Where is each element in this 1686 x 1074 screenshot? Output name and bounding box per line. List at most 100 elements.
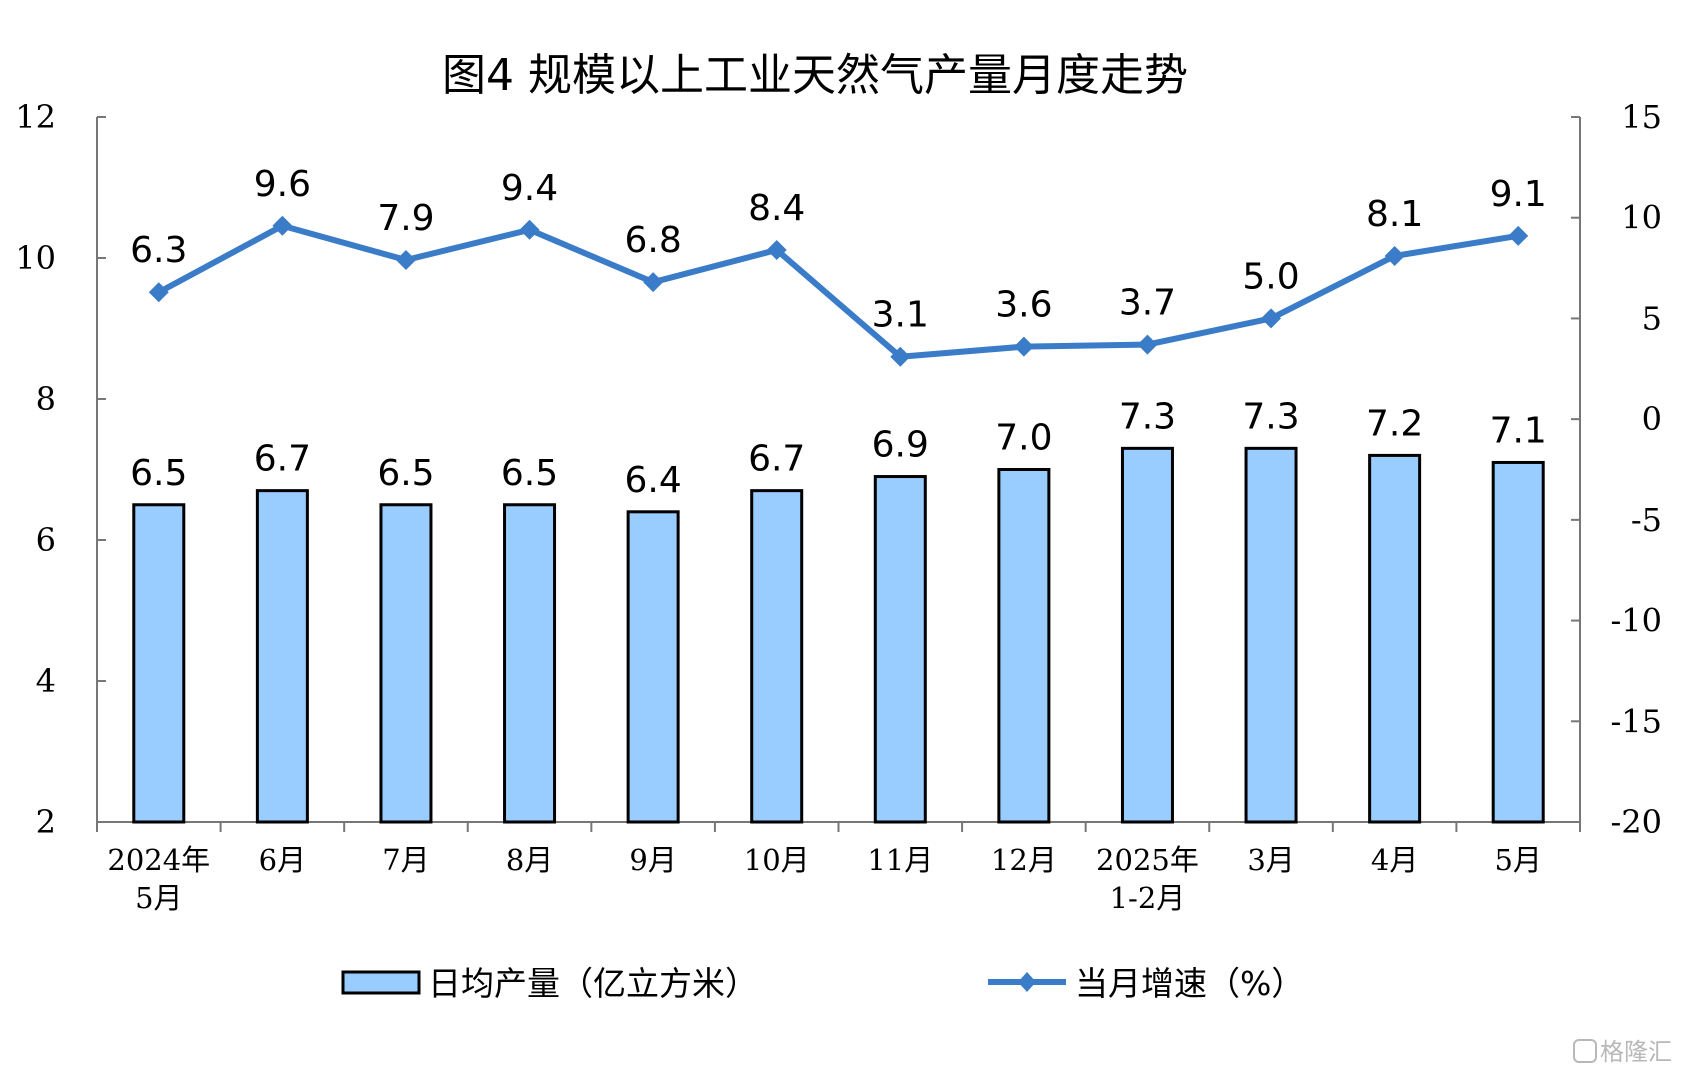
x-tick-label: 9月 [629, 843, 676, 877]
line-marker [1384, 245, 1405, 266]
line-data-label: 6.8 [624, 220, 681, 261]
x-tick-label-line: 12月 [991, 843, 1057, 877]
watermark-logo-icon [1573, 1039, 1597, 1063]
bar [1120, 446, 1174, 824]
line-data-label: 3.7 [1119, 283, 1176, 324]
line-data-label: 8.1 [1366, 194, 1423, 235]
x-tick-label: 10月 [744, 843, 810, 877]
bar [626, 510, 680, 824]
line-data-label: 6.3 [130, 230, 187, 271]
line-marker [1137, 334, 1158, 355]
bar-data-label: 6.4 [624, 460, 681, 501]
bar-data-label: 6.5 [377, 453, 434, 494]
line-marker [1261, 308, 1282, 329]
bar-data-label: 6.9 [872, 425, 929, 466]
right-tick-label: 0 [1642, 400, 1662, 438]
bar-data-label: 6.7 [254, 439, 311, 480]
x-tick-label-line: 5月 [135, 881, 182, 915]
left-axis: 2 4 6 8 10 12 [15, 98, 106, 841]
x-tick-label-line: 7月 [382, 843, 429, 877]
x-tick-label: 8月 [506, 843, 553, 877]
x-tick-label-line: 9月 [629, 843, 676, 877]
line-path [157, 222, 1519, 360]
bar-data-label: 7.2 [1366, 403, 1423, 444]
bar-data-label: 6.5 [130, 453, 187, 494]
line-marker [890, 346, 911, 367]
line-marker [1508, 225, 1529, 246]
bar-series [132, 446, 1545, 824]
bar-data-label: 6.5 [501, 453, 558, 494]
x-tick-label: 4月 [1371, 843, 1418, 877]
x-tick-label-line: 3月 [1247, 843, 1294, 877]
right-tick-label: -20 [1610, 803, 1662, 841]
bar [997, 468, 1051, 824]
line-marker [272, 215, 293, 236]
x-tick-label: 3月 [1247, 843, 1294, 877]
x-tick-label-line: 8月 [506, 843, 553, 877]
right-tick-label: 5 [1642, 299, 1662, 337]
line-data-label: 7.9 [377, 198, 434, 239]
x-tick-label: 7月 [382, 843, 429, 877]
bar [379, 503, 433, 824]
x-tick-label-line: 10月 [744, 843, 810, 877]
right-tick-label: -15 [1610, 702, 1662, 740]
bar-data-label: 6.7 [748, 439, 805, 480]
right-tick-label: -5 [1631, 501, 1662, 539]
left-tick-label: 4 [36, 662, 56, 700]
line-marker [1013, 336, 1034, 357]
bar-data-label: 7.3 [1242, 396, 1299, 437]
x-tick-label-line: 2025年 [1096, 843, 1199, 877]
line-data-label: 3.1 [872, 295, 929, 336]
x-tick-label-line: 5月 [1494, 843, 1541, 877]
bar [255, 489, 309, 824]
line-data-labels: 6.3 9.6 7.9 9.4 6.8 8.4 3.1 3.6 3.7 5.0 8.1 9.1 [130, 164, 1547, 336]
line-data-label: 9.1 [1490, 174, 1547, 215]
legend-bar-swatch [341, 970, 421, 995]
bar [1244, 446, 1298, 824]
line-data-label: 3.6 [995, 285, 1052, 326]
x-tick-label: 12月 [991, 843, 1057, 877]
x-tick-label-line: 11月 [867, 843, 933, 877]
bar-data-label: 7.0 [995, 418, 1052, 459]
line-data-label: 8.4 [748, 188, 805, 229]
bar [503, 503, 557, 824]
line-data-label: 9.4 [501, 168, 558, 209]
legend-bar-label: 日均产量（亿立方米） [428, 964, 758, 1003]
bar [1491, 460, 1545, 824]
x-tick-label: 2024年 5月 [107, 843, 210, 915]
right-tick-label: 15 [1621, 98, 1662, 136]
left-tick-label: 12 [15, 98, 56, 136]
bar [1368, 453, 1422, 824]
x-tick-label-line: 2024年 [107, 843, 210, 877]
x-tick-label: 11月 [867, 843, 933, 877]
legend-line-label: 当月增速（%） [1075, 964, 1304, 1003]
left-tick-label: 8 [36, 380, 56, 418]
x-axis: 2024年 5月 6月 7月 8月 9月 10月 11月 12月 2025年 1-2月 3月 4月 5月 [96, 821, 1581, 915]
x-tick-label-line: 6月 [259, 843, 306, 877]
x-tick-label-line: 4月 [1371, 843, 1418, 877]
x-tick-label: 6月 [259, 843, 306, 877]
line-marker [519, 219, 540, 240]
line-marker [395, 250, 416, 271]
bar-data-labels: 6.5 6.7 6.5 6.5 6.4 6.7 6.9 7.0 7.3 7.3 7.2 7.1 [130, 396, 1547, 500]
right-tick-label: -10 [1610, 602, 1662, 640]
legend-line-marker [1018, 972, 1036, 992]
legend: 日均产量（亿立方米） 当月增速（%） [341, 964, 1304, 1003]
line-marker [643, 272, 664, 293]
bar [873, 475, 927, 824]
chart-title: 图4 规模以上工业天然气产量月度走势 [442, 50, 1188, 101]
x-tick-label: 5月 [1494, 843, 1541, 877]
watermark-text: 格隆汇 [1600, 1038, 1672, 1066]
bar [132, 503, 186, 824]
x-tick-label: 2025年 1-2月 [1096, 843, 1199, 915]
watermark: 格隆汇 [1573, 1038, 1672, 1066]
line-marker [766, 239, 787, 260]
right-tick-label: 10 [1621, 199, 1662, 237]
right-axis: -20 -15 -10 -5 0 5 10 15 [1571, 98, 1662, 841]
line-marker [148, 282, 169, 303]
line-series [148, 215, 1529, 367]
bar [750, 489, 804, 824]
bar-data-label: 7.3 [1119, 396, 1176, 437]
line-data-label: 9.6 [254, 164, 311, 205]
